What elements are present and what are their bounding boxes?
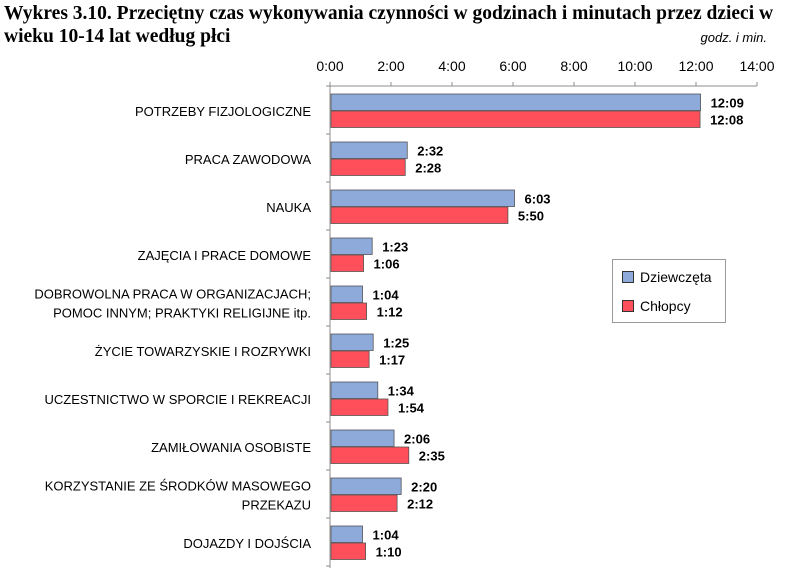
category-label: DOJAZDY I DOJŚCIA xyxy=(183,536,311,551)
category-label: NAUKA xyxy=(266,200,311,215)
data-label-boys: 5:50 xyxy=(518,209,544,224)
bar-boys xyxy=(330,398,389,416)
data-label-boys: 1:06 xyxy=(374,257,400,272)
data-label-girls: 2:32 xyxy=(417,144,443,159)
data-label-girls: 2:06 xyxy=(404,432,430,447)
data-label-boys: 1:17 xyxy=(379,353,405,368)
category-label: ZAJĘCIA I PRACE DOMOWE xyxy=(138,248,312,263)
bar-girls xyxy=(330,333,374,351)
bar-boys xyxy=(330,158,406,176)
x-tick-label: 4:00 xyxy=(438,58,465,74)
data-label-girls: 6:03 xyxy=(525,192,551,207)
x-tick-label: 0:00 xyxy=(316,58,343,74)
bar-boys xyxy=(330,302,367,320)
data-label-boys: 2:12 xyxy=(407,497,433,512)
legend-item-boys: Chłopcy xyxy=(622,297,691,315)
category-label: UCZESTNICTWO W SPORCIE I REKREACJI xyxy=(44,392,311,407)
data-label-boys: 1:10 xyxy=(376,545,402,560)
bar-boys xyxy=(330,206,509,224)
category-label: POTRZEBY FIZJOLOGICZNE xyxy=(135,104,311,119)
category-label: PRZEKAZU xyxy=(242,498,311,513)
legend-swatch-girls xyxy=(622,271,634,283)
bar-boys xyxy=(330,254,364,272)
data-label-boys: 2:28 xyxy=(415,161,441,176)
data-label-girls: 1:23 xyxy=(382,240,408,255)
unit-label: godz. i min. xyxy=(700,30,767,45)
legend-label-girls: Dziewczęta xyxy=(640,269,712,285)
category-label: KORZYSTANIE ZE ŚRODKÓW MASOWEGO xyxy=(45,479,311,494)
bar-girls xyxy=(330,93,701,111)
data-label-girls: 12:09 xyxy=(711,96,744,111)
legend-item-girls: Dziewczęta xyxy=(622,268,712,286)
data-label-girls: 1:04 xyxy=(373,528,400,543)
chart-title: Wykres 3.10. Przeciętny czas wykonywania… xyxy=(4,3,774,47)
x-tick-label: 12:00 xyxy=(678,58,713,74)
data-label-boys: 1:54 xyxy=(398,401,425,416)
category-label: ŻYCIE TOWARZYSKIE I ROZRYWKI xyxy=(95,344,311,359)
data-label-girls: 1:25 xyxy=(383,336,409,351)
x-tick-label: 10:00 xyxy=(617,58,652,74)
bar-girls xyxy=(330,237,373,255)
legend-label-boys: Chłopcy xyxy=(640,298,691,314)
data-label-boys: 12:08 xyxy=(710,113,743,128)
bar-girls xyxy=(330,189,515,207)
category-label: PRACA ZAWODOWA xyxy=(185,152,311,167)
bar-boys xyxy=(330,542,366,560)
bar-girls xyxy=(330,429,395,447)
legend-swatch-boys xyxy=(622,300,634,312)
data-label-boys: 2:35 xyxy=(419,449,445,464)
bar-boys xyxy=(330,494,398,512)
bar-boys xyxy=(330,110,701,128)
bar-girls xyxy=(330,285,363,303)
x-tick-label: 6:00 xyxy=(499,58,526,74)
x-tick-label: 14:00 xyxy=(739,58,774,74)
data-label-boys: 1:12 xyxy=(377,305,403,320)
bar-boys xyxy=(330,350,370,368)
category-label: POMOC INNYM; PRAKTYKI RELIGIJNE itp. xyxy=(53,306,311,321)
legend: Dziewczęta Chłopcy xyxy=(612,259,726,323)
bar-girls xyxy=(330,477,402,495)
data-label-girls: 1:04 xyxy=(373,288,400,303)
bar-boys xyxy=(330,446,410,464)
x-tick-label: 2:00 xyxy=(377,58,404,74)
category-label: ZAMIŁOWANIA OSOBISTE xyxy=(151,440,311,455)
bar-girls xyxy=(330,141,408,159)
bar-girls xyxy=(330,525,363,543)
category-label: DOBROWOLNA PRACA W ORGANIZACJACH; xyxy=(34,287,311,302)
x-tick-label: 8:00 xyxy=(560,58,587,74)
bar-girls xyxy=(330,381,379,399)
data-label-girls: 1:34 xyxy=(388,384,415,399)
data-label-girls: 2:20 xyxy=(411,480,437,495)
